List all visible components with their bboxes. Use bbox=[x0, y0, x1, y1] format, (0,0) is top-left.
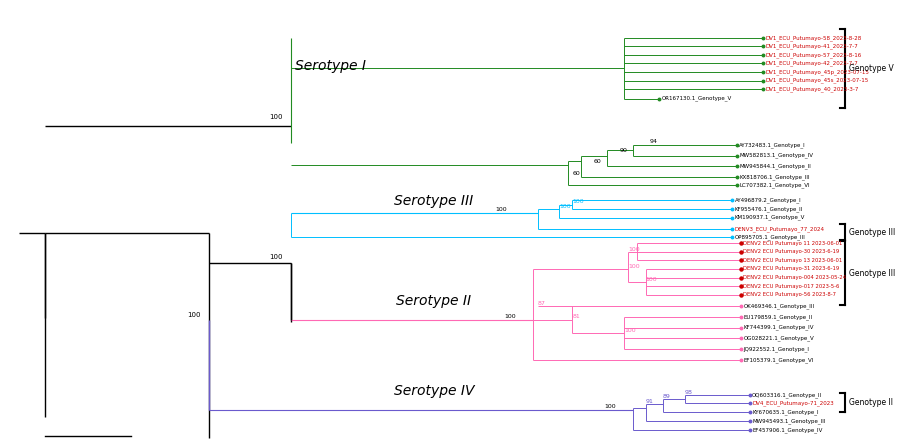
Text: DV1_ECU_Putumayo-42_2023-7-7: DV1_ECU_Putumayo-42_2023-7-7 bbox=[765, 60, 858, 66]
Text: DV1_ECU_Putumayo-58_2023-8-28: DV1_ECU_Putumayo-58_2023-8-28 bbox=[765, 35, 861, 41]
Text: LC707382.1_Genotype_VI: LC707382.1_Genotype_VI bbox=[739, 183, 810, 188]
Text: Serotype IV: Serotype IV bbox=[393, 384, 474, 398]
Text: JQ922552.1_Genotype_I: JQ922552.1_Genotype_I bbox=[743, 346, 809, 352]
Text: DENV2 ECU Putumayo-004 2023-05-24: DENV2 ECU Putumayo-004 2023-05-24 bbox=[743, 275, 847, 280]
Text: Genotype III: Genotype III bbox=[849, 269, 896, 278]
Text: 100: 100 bbox=[269, 114, 283, 121]
Text: KM190937.1_Genotype_V: KM190937.1_Genotype_V bbox=[734, 215, 806, 220]
Text: 89: 89 bbox=[663, 394, 670, 399]
Text: OQ603316.1_Genotype_II: OQ603316.1_Genotype_II bbox=[752, 392, 823, 398]
Text: OG028221.1_Genotype_V: OG028221.1_Genotype_V bbox=[743, 336, 814, 341]
Text: 100: 100 bbox=[187, 312, 201, 318]
Text: DENV2 ECU Putumayo-56 2023-8-7: DENV2 ECU Putumayo-56 2023-8-7 bbox=[743, 292, 836, 297]
Text: 100: 100 bbox=[628, 246, 640, 251]
Text: EU179859.1_Genotype_II: EU179859.1_Genotype_II bbox=[743, 314, 813, 320]
Text: KF744399.1_Genotype_IV: KF744399.1_Genotype_IV bbox=[743, 325, 814, 331]
Text: OR167130.1_Genotype_V: OR167130.1_Genotype_V bbox=[662, 96, 732, 101]
Text: MW945493.1_Genotype_III: MW945493.1_Genotype_III bbox=[752, 418, 825, 424]
Text: OP895705.1_Genotype_III: OP895705.1_Genotype_III bbox=[734, 234, 806, 240]
Text: Genotype III: Genotype III bbox=[849, 228, 896, 237]
Text: DV1_ECU_Putumayo_45p_2023-07-15: DV1_ECU_Putumayo_45p_2023-07-15 bbox=[765, 69, 869, 75]
Text: 100: 100 bbox=[559, 204, 571, 209]
Text: DENV2 ECU Putumayo 11 2023-06-01: DENV2 ECU Putumayo 11 2023-06-01 bbox=[743, 241, 843, 246]
Text: 100: 100 bbox=[572, 199, 584, 204]
Text: MW945844.1_Genotype_II: MW945844.1_Genotype_II bbox=[739, 164, 811, 169]
Text: 60: 60 bbox=[594, 159, 601, 164]
Text: Serotype I: Serotype I bbox=[294, 59, 365, 73]
Text: DENV3_ECU_Putumayo_77_2024: DENV3_ECU_Putumayo_77_2024 bbox=[734, 226, 824, 232]
Text: 91: 91 bbox=[646, 399, 653, 404]
Text: AY732483.1_Genotype_I: AY732483.1_Genotype_I bbox=[739, 142, 806, 148]
Text: AY496879.2_Genotype_I: AY496879.2_Genotype_I bbox=[734, 198, 802, 203]
Text: 100: 100 bbox=[604, 404, 616, 409]
Text: DENV2 ECU Putumayo-017 2023-5-6: DENV2 ECU Putumayo-017 2023-5-6 bbox=[743, 284, 840, 289]
Text: DENV2 ECU Putumayo-30 2023-6-19: DENV2 ECU Putumayo-30 2023-6-19 bbox=[743, 250, 840, 254]
Text: 100: 100 bbox=[504, 314, 516, 319]
Text: EF105379.1_Genotype_VI: EF105379.1_Genotype_VI bbox=[743, 357, 814, 362]
Text: Serotype III: Serotype III bbox=[394, 194, 473, 208]
Text: 87: 87 bbox=[537, 301, 545, 306]
Text: 60: 60 bbox=[572, 171, 580, 176]
Text: DV1_ECU_Putumayo_40_2023-3-7: DV1_ECU_Putumayo_40_2023-3-7 bbox=[765, 86, 859, 92]
Text: 81: 81 bbox=[572, 314, 580, 319]
Text: 100: 100 bbox=[628, 264, 640, 269]
Text: 100: 100 bbox=[496, 207, 508, 212]
Text: 98: 98 bbox=[685, 390, 693, 395]
Text: DENV2 ECU Putumayo 13 2023-06-01: DENV2 ECU Putumayo 13 2023-06-01 bbox=[743, 258, 842, 263]
Text: KF955476.1_Genotype_II: KF955476.1_Genotype_II bbox=[734, 206, 803, 212]
Text: Genotype II: Genotype II bbox=[849, 398, 893, 407]
Text: MW582813.1_Genotype_IV: MW582813.1_Genotype_IV bbox=[739, 153, 814, 158]
Text: Genotype V: Genotype V bbox=[849, 65, 894, 73]
Text: DV1_ECU_Putumayo_45s_2023-07-15: DV1_ECU_Putumayo_45s_2023-07-15 bbox=[765, 78, 868, 83]
Text: 100: 100 bbox=[646, 276, 657, 281]
Text: 100: 100 bbox=[624, 327, 635, 333]
Text: DV1_ECU_Putumayo-57_2023-8-16: DV1_ECU_Putumayo-57_2023-8-16 bbox=[765, 52, 861, 58]
Text: 100: 100 bbox=[269, 254, 283, 260]
Text: 90: 90 bbox=[620, 148, 627, 153]
Text: DENV2 ECU Putumayo-31 2023-6-19: DENV2 ECU Putumayo-31 2023-6-19 bbox=[743, 267, 840, 271]
Text: DV4_ECU_Putumayo-71_2023: DV4_ECU_Putumayo-71_2023 bbox=[752, 400, 834, 406]
Text: OK469346.1_Genotype_III: OK469346.1_Genotype_III bbox=[743, 303, 814, 309]
Text: EF457906.1_Genotype_IV: EF457906.1_Genotype_IV bbox=[752, 427, 823, 433]
Text: 94: 94 bbox=[650, 139, 658, 144]
Text: KX818706.1_Genotype_III: KX818706.1_Genotype_III bbox=[739, 174, 810, 180]
Text: DV1_ECU_Putumayo-41_2023-7-7: DV1_ECU_Putumayo-41_2023-7-7 bbox=[765, 43, 858, 49]
Text: KY670635.1_Genotype_I: KY670635.1_Genotype_I bbox=[752, 409, 819, 415]
Text: Serotype II: Serotype II bbox=[396, 294, 472, 308]
